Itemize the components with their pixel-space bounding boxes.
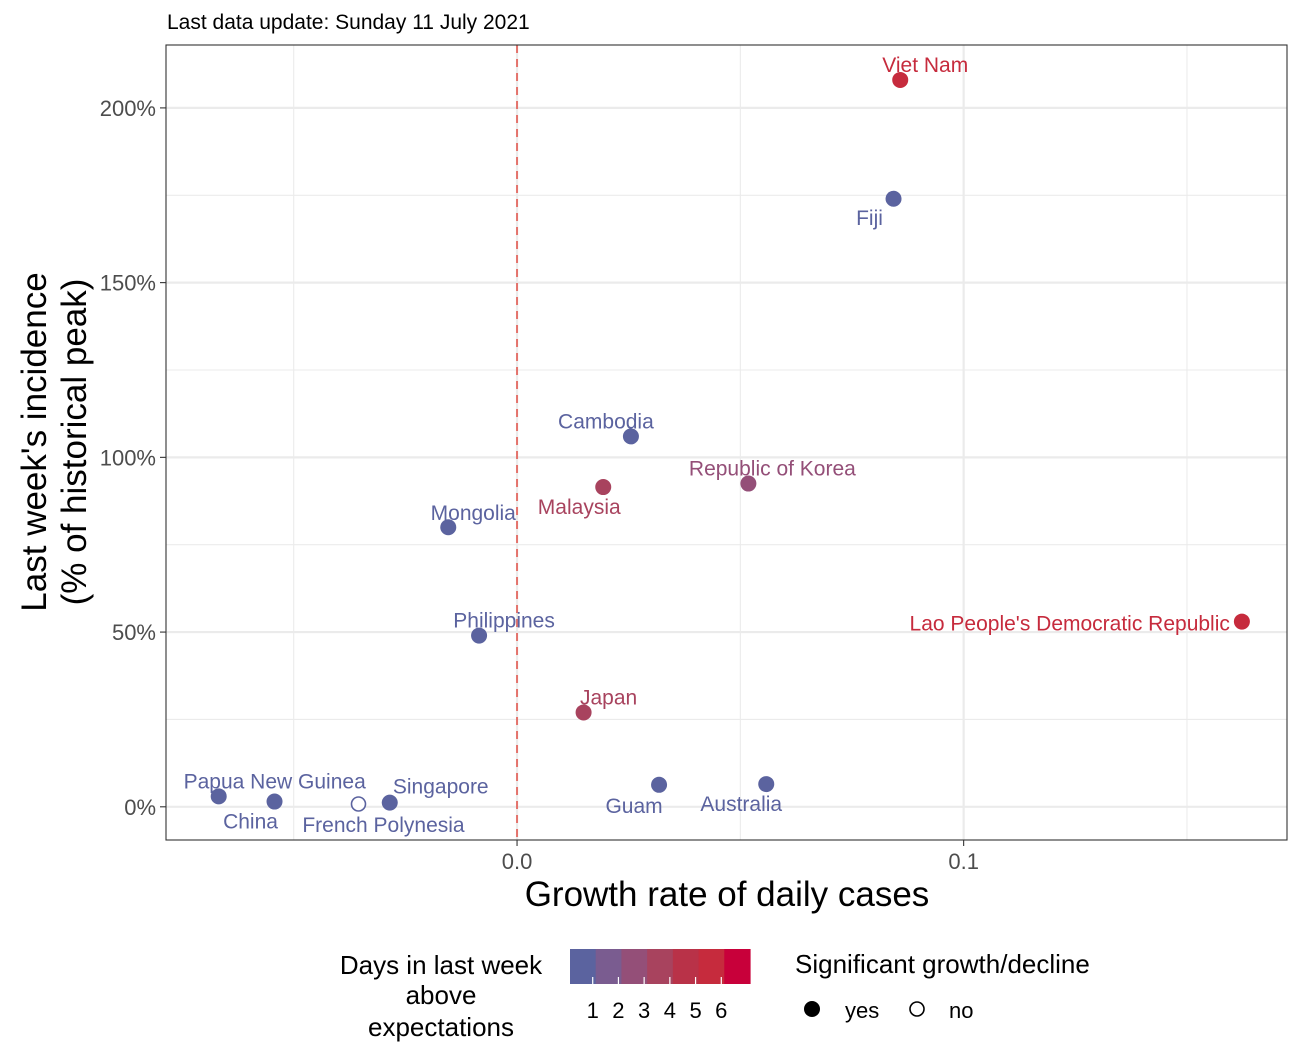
shape-legend-label: no	[949, 998, 973, 1023]
y-axis-ticks: 0% 50% 100% 150% 200%	[100, 96, 166, 820]
label-singapore: Singapore	[393, 776, 489, 799]
label-philippines: Philippines	[453, 610, 555, 633]
color-legend-bar	[570, 949, 751, 984]
color-legend-segment	[570, 949, 597, 984]
label-guam: Guam	[605, 795, 662, 818]
chart-subtitle: Last data update: Sunday 11 July 2021	[167, 11, 530, 34]
point-mongolia	[440, 519, 457, 536]
point-guam	[651, 776, 668, 793]
plot-panel-border	[165, 44, 1288, 841]
color-legend-tick-label: 2	[612, 998, 624, 1023]
label-lao-people-s-democratic-republic: Lao People's Democratic Republic	[910, 613, 1230, 636]
shape-legend-title: Significant growth/decline	[795, 949, 1090, 979]
shape-legend-filled-symbol	[804, 1001, 820, 1017]
label-china: China	[223, 811, 278, 834]
y-axis-title-line-2: (% of historical peak)	[55, 279, 94, 606]
color-legend-segment	[621, 949, 648, 984]
label-french-polynesia: French Polynesia	[302, 814, 465, 837]
y-tick-label: 100%	[100, 445, 156, 470]
point-china	[266, 793, 283, 810]
x-tick-label: 0.0	[502, 849, 533, 874]
x-tick-label: 0.1	[948, 849, 979, 874]
point-french-polynesia	[350, 796, 367, 812]
color-legend-tick-label: 4	[664, 998, 676, 1023]
color-legend-segment	[698, 949, 725, 984]
y-tick-label: 150%	[100, 271, 156, 296]
color-legend-tick-label: 3	[638, 998, 650, 1023]
color-legend-segment	[595, 949, 623, 984]
point-malaysia	[595, 479, 612, 496]
point-japan	[575, 704, 592, 721]
label-malaysia: Malaysia	[538, 496, 621, 519]
shape-legend-entries: yes no	[804, 998, 973, 1023]
label-japan: Japan	[580, 686, 637, 709]
label-mongolia: Mongolia	[431, 502, 517, 525]
point-fiji	[885, 190, 902, 207]
point-singapore	[381, 794, 398, 811]
point-viet-nam	[892, 71, 909, 88]
y-tick-label: 200%	[100, 96, 156, 121]
label-fiji: Fiji	[856, 207, 883, 230]
x-axis-title: Growth rate of daily cases	[525, 875, 930, 914]
y-axis-title: Last week's incidence (% of historical p…	[15, 272, 94, 611]
shape-legend-label: yes	[845, 998, 879, 1023]
data-points	[210, 71, 1250, 812]
color-legend-segment	[647, 949, 674, 984]
label-republic-of-korea: Republic of Korea	[689, 458, 856, 481]
color-legend-tick-label: 6	[715, 998, 727, 1023]
point-cambodia	[622, 428, 639, 445]
color-legend-segment	[672, 949, 700, 984]
label-cambodia: Cambodia	[558, 410, 654, 433]
y-tick-label: 0%	[124, 795, 156, 820]
label-viet-nam: Viet Nam	[882, 54, 968, 77]
label-papua-new-guinea: Papua New Guinea	[184, 770, 366, 793]
color-legend-segment	[724, 949, 751, 984]
color-legend-tick-label: 5	[689, 998, 701, 1023]
point-republic-of-korea	[740, 475, 757, 492]
y-tick-label: 50%	[112, 620, 156, 645]
color-legend-title-line-3: expectations	[368, 1012, 514, 1042]
shape-legend-open-symbol	[909, 1001, 925, 1017]
point-lao-people-s-democratic-republic	[1233, 613, 1250, 630]
data-labels: Viet Nam Fiji Cambodia Republic of Korea Mal…	[184, 54, 1230, 837]
point-philippines	[471, 627, 488, 644]
point-papua-new-guinea	[210, 788, 227, 805]
label-australia: Australia	[700, 793, 782, 816]
color-legend-tick-label: 1	[587, 998, 599, 1023]
point-australia	[758, 776, 775, 793]
color-legend-title-line-2: above	[406, 980, 477, 1010]
x-axis-ticks: 0.0 0.1	[502, 840, 979, 874]
grid-lines	[166, 45, 1287, 840]
y-axis-title-line-1: Last week's incidence	[15, 272, 54, 611]
color-legend-title-line-1: Days in last week	[340, 950, 543, 980]
